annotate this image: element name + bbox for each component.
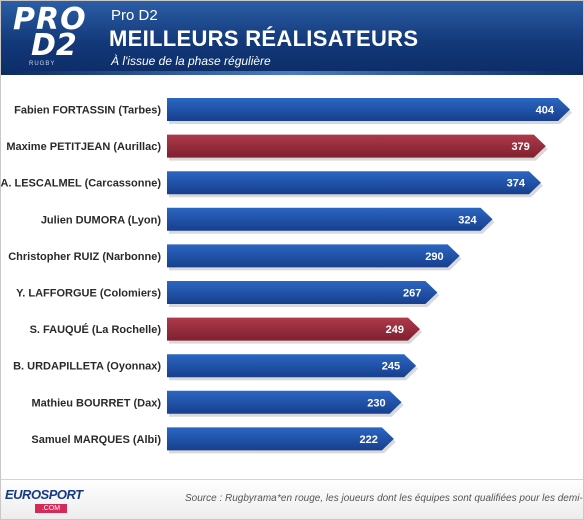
eurosport-brand: EUROSPORT [5,487,83,502]
logo-text-rugby: RUGBY [29,61,56,67]
value-label: 249 [386,324,404,336]
category-label: Samuel MARQUES (Albi) [31,434,161,446]
chart-title: MEILLEURS RÉALISATEURS [109,26,419,51]
value-label: 267 [403,288,421,300]
value-label: 222 [359,434,377,446]
header-stripe [1,71,583,75]
category-label: B. URDAPILLETA (Oyonnax) [13,361,161,373]
bar [167,134,546,158]
logo-text-d2: D2 [31,28,77,63]
bar [167,171,541,195]
logo-text-pro: PRO [13,2,87,37]
value-label: 230 [367,397,385,409]
value-label: 404 [536,105,555,117]
header-banner: PRO D2 RUGBY Pro D2 MEILLEURS RÉALISATEU… [1,1,583,75]
source-text: Source : Rugbyrama [185,493,277,504]
category-label: Julien DUMORA (Lyon) [41,214,162,226]
bar [167,317,420,341]
footnote: *en rouge, les joueurs dont les équipes … [277,493,584,504]
bar [167,390,402,414]
category-label: S. FAUQUÉ (La Rochelle) [30,323,162,336]
category-label: Fabien FORTASSIN (Tarbes) [14,105,161,117]
bar [167,354,417,378]
category-label: Christopher RUIZ (Narbonne) [8,251,161,263]
bar [167,244,460,268]
bar [167,98,570,121]
value-label: 374 [507,178,526,190]
value-label: 245 [382,361,400,373]
category-label: A. LESCALMEL (Carcassonne) [1,178,161,190]
prod2-logo: PRO D2 RUGBY [1,1,99,73]
footer [1,479,583,519]
value-label: 324 [458,214,477,226]
bar-chart: Fabien FORTASSIN (Tarbes) 404 Maxime PETIT… [1,98,572,454]
category-label: Maxime PETITJEAN (Aurillac) [6,141,161,153]
category-label: Y. LAFFORGUE (Colomiers) [16,288,161,300]
category-label: Mathieu BOURRET (Dax) [31,397,161,409]
bar [167,427,394,451]
value-label: 290 [425,251,443,263]
eurosport-com: .COM [35,504,67,513]
header-kicker: Pro D2 [111,7,158,24]
bar [167,281,438,304]
eurosport-logo: EUROSPORT .COM [5,485,83,515]
bar [167,207,493,231]
value-label: 379 [511,141,529,153]
chart-subtitle: À l'issue de la phase régulière [111,54,271,68]
